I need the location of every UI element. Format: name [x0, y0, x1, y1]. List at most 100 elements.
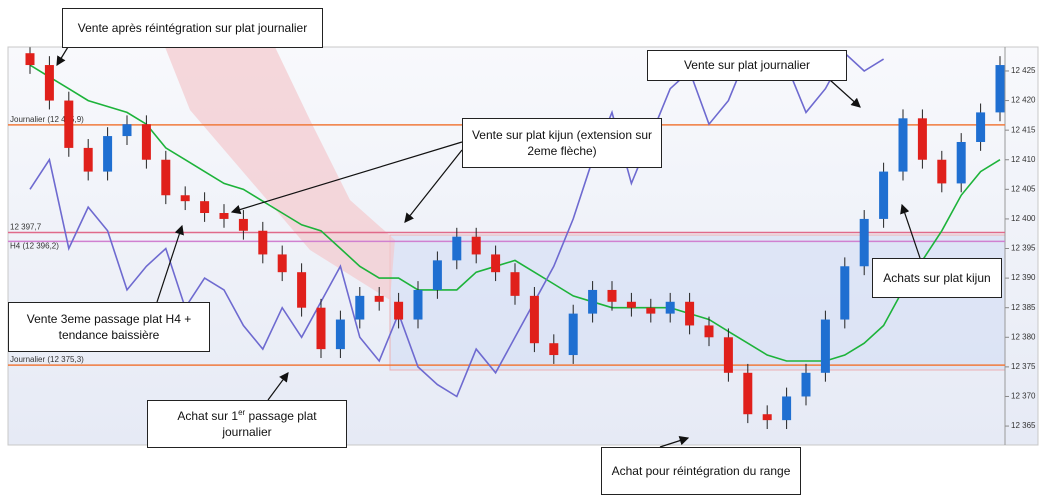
annotation-text: Vente 3eme passage plat H4 + tendance ba… — [26, 311, 192, 342]
annotation-text: Achats sur plat kijun — [883, 270, 991, 285]
annotation: Achat pour réintégration du range — [601, 447, 801, 495]
y-tick-label: 12 410 — [1011, 155, 1036, 164]
candle-body — [83, 147, 93, 172]
y-tick-label: 12 405 — [1011, 184, 1036, 193]
candle-body — [820, 319, 830, 373]
candle-body — [413, 289, 423, 320]
candle-body — [995, 65, 1005, 113]
candle-body — [568, 313, 578, 356]
candle-body — [297, 272, 307, 308]
candle-body — [782, 396, 792, 421]
candle-body — [238, 218, 248, 231]
level-label: Journalier (12 375,3) — [10, 355, 84, 364]
arrow — [56, 46, 69, 67]
candle-body — [44, 65, 54, 101]
candle-body — [200, 201, 210, 214]
y-tick-label: 12 370 — [1011, 392, 1036, 401]
candle-body — [161, 159, 171, 196]
annotation-text: Vente sur plat journalier — [683, 58, 811, 73]
level-label: 12 397,7 — [10, 223, 42, 232]
candle-body — [316, 307, 326, 350]
y-tick-label: 12 365 — [1011, 421, 1036, 430]
y-tick-label: 12 400 — [1011, 214, 1036, 223]
candle-body — [898, 118, 908, 172]
candle-body — [103, 136, 113, 172]
arrows — [56, 46, 921, 448]
y-tick-label: 12 385 — [1011, 303, 1036, 312]
annotation: Vente après réintégration sur plat journ… — [62, 8, 323, 48]
annotation: Vente sur plat journalier — [647, 50, 847, 81]
annotation-text-part: passage plat journalier — [222, 408, 317, 439]
candle-body — [859, 218, 869, 267]
annotation: Achats sur plat kijun — [872, 258, 1002, 298]
candle-body — [394, 301, 404, 320]
arrow — [900, 203, 921, 259]
candle-body — [491, 254, 501, 273]
candle-body — [917, 118, 927, 160]
candle-body — [840, 266, 850, 320]
annotation: Vente sur plat kijun (extension sur 2eme… — [462, 118, 662, 168]
candle-body — [471, 236, 481, 255]
cloud — [165, 47, 395, 300]
y-tick-label: 12 395 — [1011, 244, 1036, 253]
line-series — [29, 64, 1001, 362]
range-box — [389, 234, 1006, 371]
arrow — [404, 149, 463, 223]
candle-body — [976, 112, 986, 142]
candle-body — [665, 301, 675, 314]
candle-body — [510, 272, 520, 296]
annotation-text: Achat sur 1er passage plat journalier — [154, 408, 340, 440]
candle-body — [355, 295, 365, 320]
candle-body — [529, 295, 539, 344]
candle-body — [335, 319, 345, 350]
annotation-text-part: Achat sur 1 — [177, 408, 239, 423]
candle-body — [122, 124, 132, 137]
candle-body — [141, 124, 151, 160]
candle-body — [723, 337, 733, 373]
candle-body — [801, 372, 811, 397]
arrow — [267, 372, 289, 401]
annotation: Vente 3eme passage plat H4 + tendance ba… — [8, 302, 210, 352]
candle-body — [588, 289, 598, 314]
annotation-text: Achat pour réintégration du range — [611, 463, 791, 478]
candle-body — [258, 230, 268, 255]
candle-body — [64, 100, 74, 148]
candle-body — [607, 289, 617, 302]
candle-body — [219, 213, 229, 219]
y-tick-label: 12 380 — [1011, 332, 1036, 341]
candle-body — [374, 295, 384, 302]
y-tick-label: 12 420 — [1011, 96, 1036, 105]
arrow — [829, 79, 861, 108]
arrow — [230, 141, 463, 215]
y-tick-label: 12 390 — [1011, 273, 1036, 282]
candle-body — [704, 325, 714, 338]
chart-layer: 12 365 12 370 12 375 12 380 12 385 12 390 12 3… — [8, 47, 1036, 430]
candle-body — [277, 254, 287, 273]
candle-body — [626, 301, 636, 308]
candle-body — [549, 343, 559, 356]
annotation-text: Vente sur plat kijun (extension sur 2eme… — [471, 127, 653, 158]
level-label: H4 (12 396,2) — [10, 242, 59, 251]
candle-body — [646, 307, 656, 314]
candle-body — [743, 372, 753, 415]
candle-body — [432, 260, 442, 290]
candle-body — [180, 195, 190, 202]
candle-body — [685, 301, 695, 326]
annotation-sup: er — [238, 407, 246, 417]
candle-body — [879, 171, 889, 219]
arrow — [659, 436, 690, 448]
candle-body — [25, 53, 35, 66]
candle-body — [452, 236, 462, 261]
y-tick-label: 12 425 — [1011, 66, 1036, 75]
annotation: Achat sur 1er passage plat journalier — [147, 400, 347, 448]
y-tick-label: 12 375 — [1011, 362, 1036, 371]
level-label: Journalier (12 415,9) — [10, 115, 84, 124]
candle-body — [956, 141, 966, 184]
arrow — [156, 224, 184, 303]
candle-body — [937, 159, 947, 184]
candle-body — [762, 414, 772, 421]
y-tick-label: 12 415 — [1011, 125, 1036, 134]
annotation-text: Vente après réintégration sur plat journ… — [77, 20, 308, 35]
